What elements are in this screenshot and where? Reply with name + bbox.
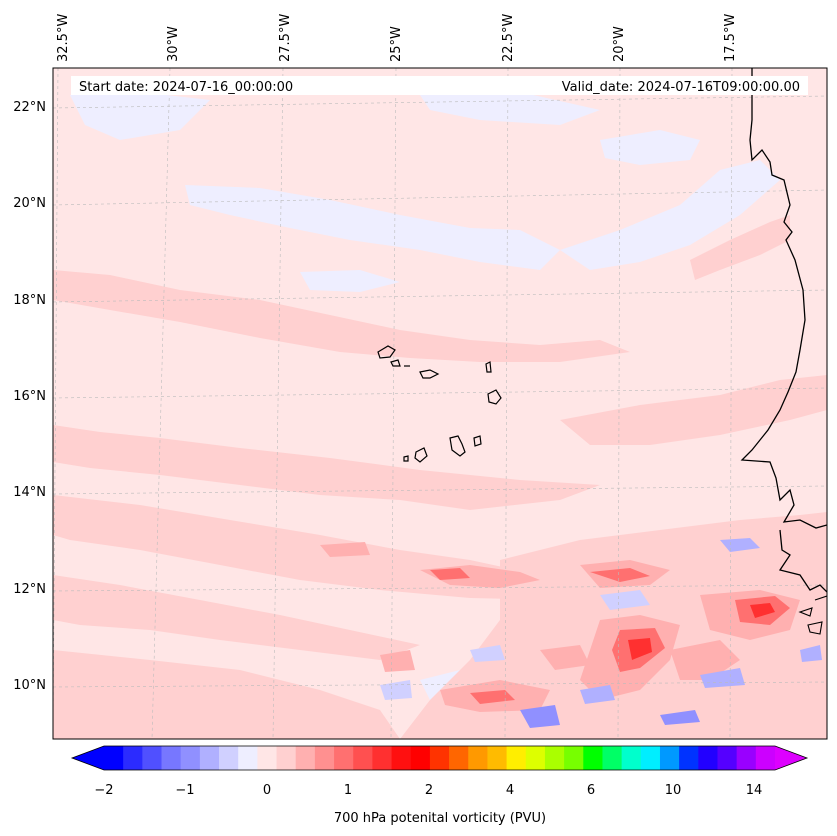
- coast-islands-bijagos: [798, 595, 827, 635]
- colorbar-arrow-left: [72, 746, 104, 770]
- colorbar-segment: [679, 746, 699, 770]
- lon-label: 32.5°W: [56, 14, 71, 62]
- colorbar-segment: [180, 746, 201, 770]
- colorbar-segment: [621, 746, 642, 770]
- colorbar-segment: [199, 746, 220, 770]
- lon-label: 25°W: [389, 26, 404, 62]
- colorbar-segment: [123, 746, 143, 770]
- cb-tick-label: 1: [344, 783, 352, 798]
- cb-tick-label: 2: [425, 783, 433, 798]
- lat-label: 10°N: [13, 678, 46, 693]
- colorbar-segment: [161, 746, 182, 770]
- colorbar-segment: [410, 746, 431, 770]
- valid-date-label: Valid_date: 2024-07-16T09:00:00.00: [562, 80, 800, 95]
- colorbar-segment: [698, 746, 718, 770]
- colorbar-arrow-right: [775, 746, 807, 770]
- cb-tick-label: 0: [263, 783, 271, 798]
- lat-label: 20°N: [13, 196, 46, 211]
- colorbar-label: 700 hPa potenital vorticity (PVU): [334, 811, 546, 826]
- coastline-south: [778, 529, 827, 593]
- map-frame: [52, 67, 828, 740]
- graticule: [53, 68, 827, 739]
- colorbar: [70, 745, 809, 771]
- lat-label: 22°N: [13, 100, 46, 115]
- lon-label: 30°W: [166, 26, 181, 62]
- lon-label: 20°W: [612, 26, 627, 62]
- cb-tick-label: 4: [506, 783, 514, 798]
- info-banner: [71, 76, 808, 95]
- latitude-labels: 22°N 20°N 18°N 16°N 14°N 12°N 10°N: [13, 100, 46, 693]
- colorbar-segment: [257, 746, 278, 770]
- pv-band-peak: [628, 603, 775, 660]
- colorbar-segment: [717, 746, 738, 770]
- cb-tick-label: 6: [587, 783, 595, 798]
- colorbar-outline: [70, 745, 809, 771]
- colorbar-segment: [564, 746, 584, 770]
- colorbar-segment: [449, 746, 469, 770]
- colorbar-segment: [429, 746, 450, 770]
- cape-verde-islands: [377, 345, 502, 463]
- colorbar-segment: [391, 746, 412, 770]
- lat-label: 14°N: [13, 485, 46, 500]
- colorbar-segment: [755, 746, 776, 770]
- colorbar-segment: [104, 746, 124, 770]
- colorbar-segment: [219, 746, 239, 770]
- colorbar-segment: [314, 746, 335, 770]
- cb-tick-label: 10: [665, 783, 682, 798]
- colorbar-segment: [525, 746, 546, 770]
- colorbar-segment: [640, 746, 661, 770]
- start-date-label: Start date: 2024-07-16_00:00:00: [79, 80, 293, 95]
- pv-negative-strong: [380, 538, 822, 728]
- colorbar-segment: [353, 746, 373, 770]
- colorbar-segment: [736, 746, 757, 770]
- cb-tick-label: −1: [175, 783, 194, 798]
- lon-label: 17.5°W: [723, 14, 738, 62]
- colorbar-segment: [238, 746, 258, 770]
- colorbar-segment: [142, 746, 163, 770]
- colorbar-segment: [372, 746, 393, 770]
- colorbar-segment: [276, 746, 297, 770]
- colorbar-segment: [544, 746, 565, 770]
- colorbar-segment: [506, 746, 527, 770]
- lon-label: 22.5°W: [501, 14, 516, 62]
- african-coastline: [740, 68, 827, 529]
- colorbar-segment: [583, 746, 603, 770]
- cb-tick-label: 14: [746, 783, 763, 798]
- lat-label: 18°N: [13, 293, 46, 308]
- colorbar-segment: [602, 746, 623, 770]
- colorbar-segment: [487, 746, 508, 770]
- lat-label: 12°N: [13, 582, 46, 597]
- longitude-labels: 32.5°W 30°W 27.5°W 25°W 22.5°W 20°W 17.5…: [56, 14, 738, 62]
- colorbar-segment: [295, 746, 316, 770]
- cb-tick-label: −2: [94, 783, 113, 798]
- lat-label: 16°N: [13, 389, 46, 404]
- colorbar-segment: [659, 746, 680, 770]
- map-panel: [53, 68, 827, 739]
- lon-label: 27.5°W: [278, 14, 293, 62]
- colorbar-tick-labels: −2 −1 0 1 2 4 6 10 14: [94, 783, 762, 798]
- colorbar-segment: [334, 746, 354, 770]
- colorbar-segment: [468, 746, 488, 770]
